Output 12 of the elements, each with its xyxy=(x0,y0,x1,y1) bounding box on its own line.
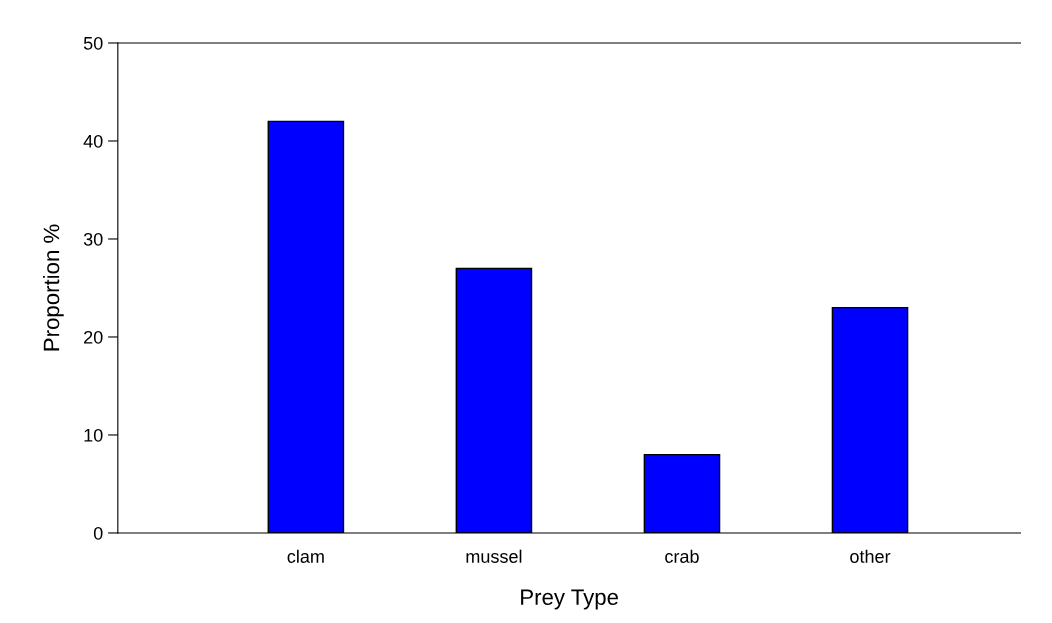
y-tick-label: 20 xyxy=(84,330,103,344)
y-tick-label: 0 xyxy=(93,526,103,540)
x-tick-label: crab xyxy=(665,549,699,563)
x-axis-title: Prey Type xyxy=(521,589,618,610)
x-tick-label: clam xyxy=(287,549,324,563)
y-axis-title: Proportion % xyxy=(43,224,64,351)
x-tick-label: other xyxy=(850,549,891,563)
y-tick-label: 10 xyxy=(84,428,103,442)
y-tick-label: 40 xyxy=(83,134,103,148)
y-tick-label: 30 xyxy=(83,232,103,246)
x-tick-label: mussel xyxy=(466,549,522,563)
y-tick-label: 50 xyxy=(83,36,103,50)
